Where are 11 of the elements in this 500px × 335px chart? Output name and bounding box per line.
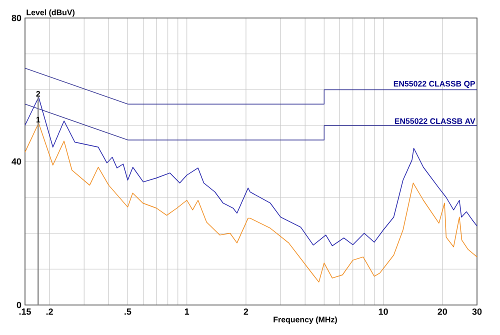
y-tick-label: 0 [16, 302, 22, 308]
y-tick-label: 80 [12, 14, 22, 22]
x-tick-label: .5 [124, 308, 132, 315]
x-tick-label: 10 [378, 308, 388, 315]
x-tick-label: 30 [472, 308, 482, 315]
x-tick-label: .2 [46, 308, 53, 315]
x-tick-label: 2 [244, 308, 248, 315]
y-tick-label: 40 [12, 158, 22, 165]
x-tick-label: 20 [438, 308, 448, 315]
x-tick-label: .15 [19, 308, 31, 315]
x-tick-label: 1 [184, 308, 190, 315]
